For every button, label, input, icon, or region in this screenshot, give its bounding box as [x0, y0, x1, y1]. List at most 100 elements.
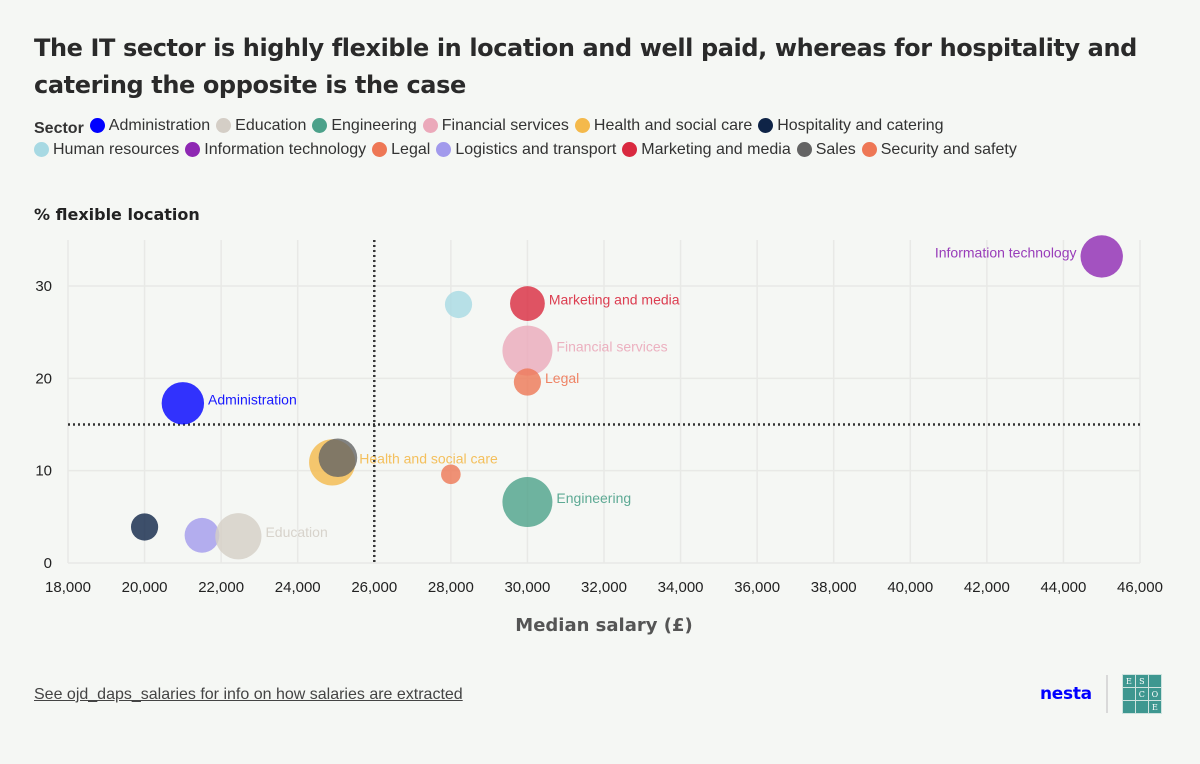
y-tick-label: 30 [35, 278, 52, 295]
legend-swatch [89, 118, 105, 133]
legend-label: Financial services [441, 117, 569, 134]
legend-swatch [436, 142, 452, 157]
bubble-label: Engineering [556, 490, 631, 506]
legend-swatch [622, 142, 638, 157]
bubble-chart: % flexible location Information technolo… [34, 205, 1163, 636]
bubble-logistics-and-transport[interactable] [184, 517, 220, 553]
legend-item[interactable]: Financial services [422, 115, 569, 136]
x-tick-label: 36,000 [734, 579, 780, 596]
legend-swatch [796, 142, 812, 157]
legend-item[interactable]: Security and safety [861, 139, 1017, 160]
reference-lines [68, 240, 1140, 563]
legend-item[interactable]: Education [216, 115, 306, 136]
legend-label: Engineering [331, 117, 417, 134]
legend-item[interactable]: Logistics and transport [436, 139, 616, 160]
legend-swatch [574, 118, 590, 133]
bubble-hospitality-and-catering[interactable] [130, 513, 159, 541]
x-tick-label: 30,000 [504, 579, 550, 596]
escoe-cell: C [1135, 688, 1148, 700]
legend-item[interactable]: Information technology [185, 139, 366, 160]
legend-item[interactable]: Legal [372, 139, 430, 160]
legend-label: Logistics and transport [455, 141, 617, 158]
legend-swatch [185, 142, 201, 157]
x-tick-label: 44,000 [1040, 579, 1086, 596]
legend-swatch [861, 142, 877, 157]
escoe-cell: O [1148, 688, 1161, 700]
legend-label: Human resources [53, 141, 180, 158]
escoe-cell [1148, 675, 1161, 687]
x-tick-label: 20,000 [122, 579, 168, 596]
legend-label: Administration [108, 117, 211, 134]
bubble-engineering[interactable] [502, 477, 553, 528]
bubble-legal[interactable] [513, 368, 542, 396]
legend-label: Sales [815, 141, 856, 158]
escoe-cell [1135, 701, 1148, 713]
escoe-cell: E [1148, 701, 1161, 713]
legend: Sector Administration Education Engineering… [34, 115, 1174, 163]
y-axis-label: % flexible location [34, 205, 200, 224]
y-tick-label: 20 [35, 370, 52, 387]
chart-title: The IT sector is highly flexible in loca… [34, 34, 1137, 99]
bubble-label: Marketing and media [549, 292, 680, 308]
legend-label: Health and social care [593, 117, 753, 134]
x-tick-label: 28,000 [428, 579, 474, 596]
legend-item[interactable]: Human resources [34, 139, 179, 160]
legend-label: Marketing and media [641, 141, 791, 158]
bubble-label: Education [265, 524, 327, 540]
legend-item[interactable]: Health and social care [574, 115, 753, 136]
legend-item[interactable]: Sales [796, 139, 856, 160]
bubble-human-resources[interactable] [444, 290, 473, 319]
bubble-marketing-and-media[interactable] [510, 286, 545, 321]
legend-swatch [216, 118, 232, 133]
nesta-logo: nesta [1040, 684, 1092, 704]
legend-swatch [422, 118, 438, 133]
x-ticks: 18,000 20,000 22,000 24,000 26,000 28,000 30,0… [45, 579, 1163, 596]
bubble-security-and-safety[interactable] [441, 464, 461, 485]
x-tick-label: 18,000 [45, 579, 91, 596]
y-tick-label: 0 [44, 555, 52, 572]
legend-swatch [372, 142, 388, 157]
bubble-label: Financial services [556, 339, 667, 355]
y-ticks: 0 10 20 30 [35, 278, 52, 572]
salary-info-link[interactable]: See ojd_daps_salaries for info on how sa… [34, 686, 463, 703]
bubbles [130, 235, 1123, 560]
bubble-information-technology[interactable] [1080, 235, 1123, 278]
x-tick-label: 24,000 [275, 579, 321, 596]
escoe-cell [1122, 701, 1135, 713]
x-tick-label: 40,000 [887, 579, 933, 596]
escoe-cell [1122, 688, 1135, 700]
y-tick-label: 10 [35, 463, 52, 480]
x-tick-label: 22,000 [198, 579, 244, 596]
x-tick-label: 26,000 [351, 579, 397, 596]
legend-label: Education [235, 117, 307, 134]
legend-swatch [758, 118, 774, 133]
legend-swatch [312, 118, 328, 133]
legend-swatch [34, 142, 49, 157]
bubble-label: Information technology [935, 244, 1077, 260]
x-tick-label: 42,000 [964, 579, 1010, 596]
bubble-label: Legal [545, 370, 579, 386]
bubble-administration[interactable] [161, 382, 205, 425]
legend-label: Legal [391, 141, 431, 158]
bubble-label: Administration [208, 391, 297, 407]
legend-item[interactable]: Engineering [312, 115, 417, 136]
escoe-cell: E [1122, 675, 1135, 687]
legend-item[interactable]: Hospitality and catering [758, 115, 944, 136]
legend-title: Sector [34, 120, 84, 137]
logo-divider [1105, 675, 1108, 713]
x-axis-label: Median salary (£) [515, 615, 692, 636]
x-tick-label: 38,000 [811, 579, 857, 596]
legend-label: Information technology [204, 141, 367, 158]
legend-label: Security and safety [880, 141, 1017, 158]
bubble-labels: Information technology Marketing and medi… [208, 244, 1076, 540]
legend-item[interactable]: Marketing and media [622, 139, 791, 160]
bubble-financial-services[interactable] [502, 325, 553, 376]
legend-item[interactable]: Administration [89, 115, 211, 136]
bubble-sales[interactable] [318, 438, 358, 478]
bubble-label: Health and social care [359, 450, 498, 466]
x-tick-label: 34,000 [658, 579, 704, 596]
bubble-education[interactable] [215, 513, 262, 560]
escoe-cell: S [1135, 675, 1148, 687]
